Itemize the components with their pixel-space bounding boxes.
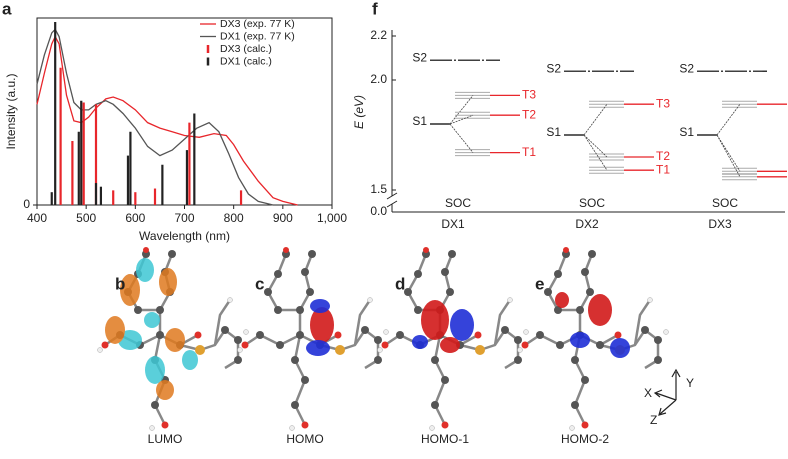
level-label: S2: [546, 61, 561, 75]
axis-break: [386, 192, 398, 200]
axis-break: [386, 200, 398, 208]
level-label: S2: [412, 50, 427, 64]
axes-indicator: [653, 368, 681, 416]
level-label: S1: [412, 114, 427, 128]
y-axis-label: Intensity (a.u.): [4, 73, 18, 149]
y-tick-label: 1.5: [370, 182, 387, 196]
panel-label: c: [255, 274, 264, 293]
x-tick-label: 800: [224, 211, 244, 225]
panel-label: e: [535, 274, 544, 293]
coupling-line: [716, 134, 741, 172]
orbital-b: [96, 245, 250, 432]
level-label: T2: [522, 107, 536, 121]
soc-label: SOC: [712, 196, 738, 210]
x-tick-label: 1,000: [317, 211, 347, 225]
y-tick-label: 0.0: [370, 204, 387, 218]
coupling-line: [449, 114, 474, 125]
x-tick-label: 500: [76, 211, 96, 225]
orbital-e: [516, 245, 670, 432]
coupling-line: [583, 134, 608, 171]
y-tick-label: 2.0: [370, 72, 387, 86]
coupling-line: [449, 95, 474, 125]
level-label: T2: [656, 149, 670, 163]
legend-label: DX3 (exp. 77 K): [220, 18, 295, 30]
category-label: DX3: [708, 217, 732, 231]
soc-label: SOC: [579, 196, 605, 210]
coupling-line: [583, 103, 608, 136]
orbital-c: [236, 245, 390, 432]
legend-label: DX3 (calc.): [220, 43, 272, 55]
category-label: DX1: [441, 217, 465, 231]
level-label: T3: [656, 96, 670, 110]
coupling-line: [716, 103, 741, 136]
level-label: S2: [679, 61, 694, 75]
x-tick-label: 600: [125, 211, 145, 225]
orbital-label: LUMO: [148, 432, 183, 446]
x-axis-label: Wavelength (nm): [139, 229, 230, 243]
panel-label: f: [372, 0, 378, 18]
level-label: T1: [656, 162, 670, 176]
panel-label: a: [2, 0, 12, 18]
level-label: S1: [546, 125, 561, 139]
legend-label: DX1 (calc.): [220, 55, 272, 67]
orbital-label: HOMO: [286, 432, 323, 446]
orbital-d: [376, 245, 530, 432]
x-tick-label: 400: [27, 211, 47, 225]
axis-y-label: Y: [686, 376, 694, 390]
coupling-line: [449, 123, 474, 153]
axis-z-label: Z: [650, 413, 657, 427]
soc-label: SOC: [445, 196, 471, 210]
x-tick-label: 900: [273, 211, 293, 225]
coupling-line: [583, 134, 608, 158]
x-tick-label: 700: [174, 211, 194, 225]
panel-label: d: [395, 274, 405, 293]
orbital-label: HOMO-2: [561, 432, 609, 446]
legend-label: DX1 (exp. 77 K): [220, 30, 295, 42]
coupling-line: [716, 134, 741, 177]
orbital-label: HOMO-1: [421, 432, 469, 446]
spectrum-line: [36, 35, 298, 206]
category-label: DX2: [575, 217, 599, 231]
spectrum-line: [36, 28, 274, 206]
y-axis-label: E (eV): [352, 95, 366, 129]
axis-x-label: X: [644, 386, 652, 400]
level-label: T1: [522, 145, 536, 159]
level-label: S1: [679, 125, 694, 139]
panel-label: b: [115, 274, 125, 293]
y-tick-label: 2.2: [370, 28, 387, 42]
level-label: T3: [522, 88, 536, 102]
y-tick-label: 0: [23, 197, 30, 211]
